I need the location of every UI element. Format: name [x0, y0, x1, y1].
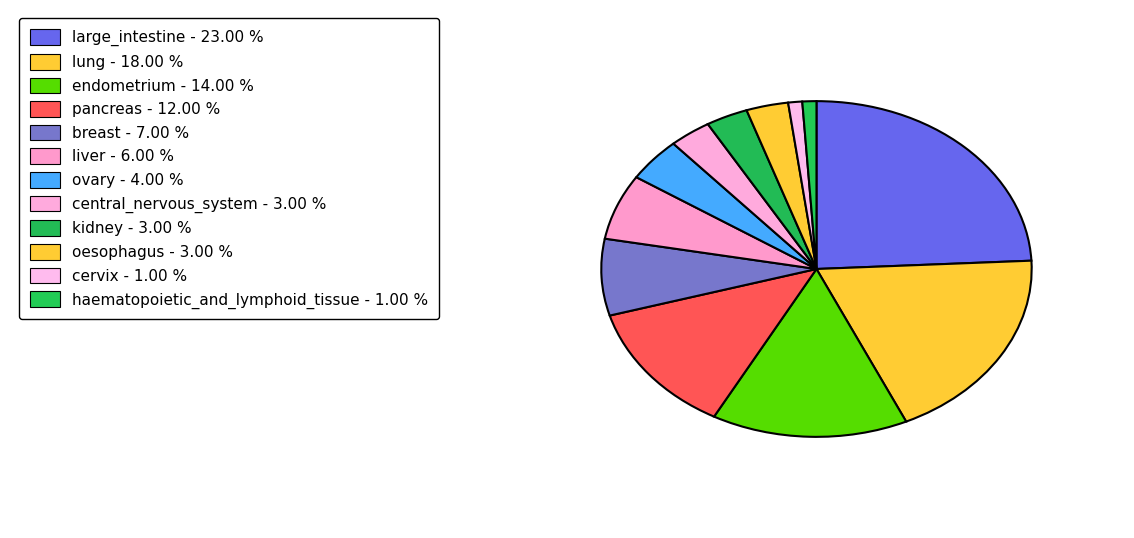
Wedge shape: [604, 177, 816, 269]
Legend: large_intestine - 23.00 %, lung - 18.00 %, endometrium - 14.00 %, pancreas - 12.: large_intestine - 23.00 %, lung - 18.00 …: [19, 18, 439, 319]
Wedge shape: [816, 261, 1032, 422]
Wedge shape: [636, 144, 816, 269]
Wedge shape: [816, 101, 1032, 269]
Wedge shape: [708, 110, 816, 269]
Wedge shape: [802, 101, 816, 269]
Wedge shape: [746, 103, 816, 269]
Wedge shape: [714, 269, 906, 437]
Wedge shape: [601, 239, 816, 316]
Wedge shape: [610, 269, 816, 416]
Wedge shape: [674, 124, 816, 269]
Wedge shape: [788, 102, 816, 269]
